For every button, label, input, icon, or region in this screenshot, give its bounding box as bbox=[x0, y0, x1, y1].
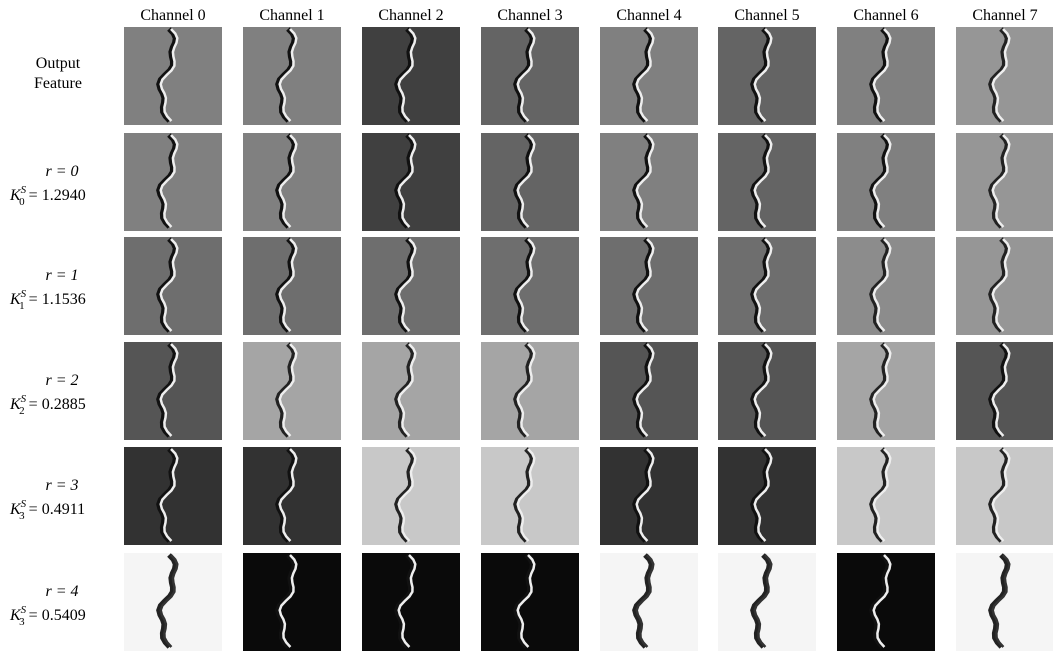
k-sup: S bbox=[21, 393, 27, 405]
k-sub: 0 bbox=[19, 196, 25, 208]
k-value: = 0.4911 bbox=[29, 501, 85, 518]
row-r: r = 0 bbox=[45, 163, 78, 180]
row-r: r = 2 bbox=[45, 372, 78, 389]
row-r: r = 3 bbox=[45, 477, 78, 494]
row-r: r = 1 bbox=[45, 267, 78, 284]
k-sup: S bbox=[21, 498, 27, 510]
column-header: Channel 6 bbox=[853, 7, 918, 24]
column-header: Channel 4 bbox=[616, 7, 681, 24]
column-header: Channel 7 bbox=[972, 7, 1037, 24]
k-value: = 1.1536 bbox=[29, 291, 86, 308]
k-sup: S bbox=[21, 604, 27, 616]
row-label: Output bbox=[36, 55, 81, 72]
k-sub: 3 bbox=[19, 616, 25, 628]
k-value: = 1.2940 bbox=[29, 187, 86, 204]
column-header: Channel 0 bbox=[140, 7, 205, 24]
k-value: = 0.5409 bbox=[29, 607, 86, 624]
k-sub: 1 bbox=[19, 300, 25, 312]
k-sub: 2 bbox=[19, 405, 25, 417]
k-sup: S bbox=[21, 184, 27, 196]
column-header: Channel 2 bbox=[378, 7, 443, 24]
k-value: = 0.2885 bbox=[29, 396, 86, 413]
column-header: Channel 1 bbox=[259, 7, 324, 24]
k-sup: S bbox=[21, 288, 27, 300]
row-label: Feature bbox=[34, 75, 82, 92]
column-header: Channel 5 bbox=[734, 7, 799, 24]
row-k: KS1= 1.1536 bbox=[9, 288, 86, 312]
column-header: Channel 3 bbox=[497, 7, 562, 24]
row-r: r = 4 bbox=[45, 583, 78, 600]
figure: Channel 0 Channel 1 Channel 2 Channel 3 Chan… bbox=[0, 0, 1053, 653]
k-sub: 3 bbox=[19, 510, 25, 522]
row-k: KS2= 0.2885 bbox=[9, 393, 86, 417]
